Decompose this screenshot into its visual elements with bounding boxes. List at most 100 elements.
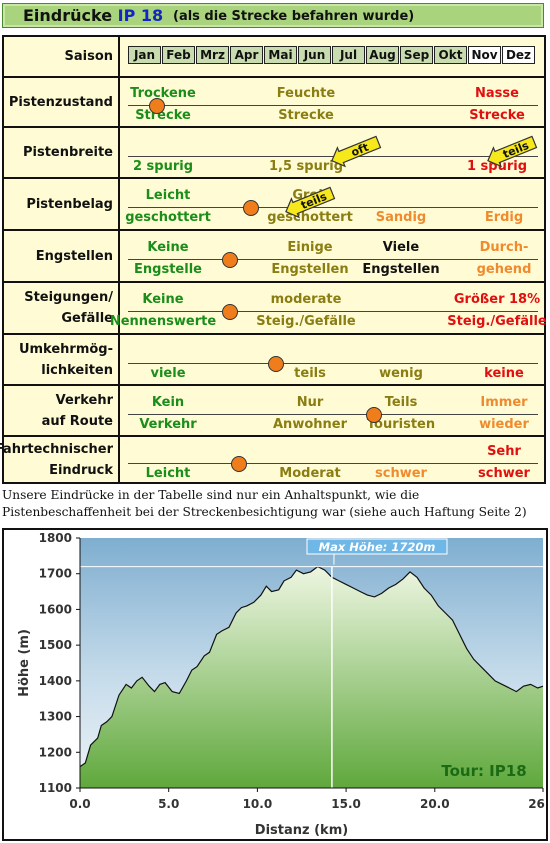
rating-row-2: Pistenbreite 2 spurig 1,5 spurig 1 spurig of… (4, 126, 544, 177)
header-title: Eindrücke IP 18 (23, 6, 164, 25)
elevation-area (80, 566, 543, 788)
scale-top-label: Kein (151, 395, 185, 410)
scale-bottom-label: schwer (375, 466, 427, 481)
scale-bottom-label: Moderat (279, 466, 341, 481)
tour-label: Tour: IP18 (441, 762, 526, 780)
scale-bottom-label: gehend (476, 262, 532, 277)
scale-line (128, 363, 538, 364)
scale-top-label: Leicht (145, 188, 191, 203)
scale-top-label: Teils (384, 395, 418, 410)
row-label-line2: Eindruck (49, 462, 113, 478)
scale-bottom-label: Nennenswerte (109, 314, 217, 329)
scale-bottom-label: Erdig (484, 210, 524, 225)
scale-top-label: Größer 18% (453, 292, 541, 307)
rating-row-7: Verkehr auf Route Kein Verkehr Nur Anwohner Te… (4, 384, 544, 435)
scale-line (128, 207, 538, 208)
rating-dot (242, 200, 259, 216)
month-sep: Sep (400, 46, 433, 64)
month-jan: Jan (128, 46, 161, 64)
rating-row-8: Fahrtechnischer Eindruck Leicht Moderat schw… (0, 435, 544, 482)
scale-top-label: Keine (147, 240, 189, 255)
rating-dot (222, 252, 239, 268)
scale-line (128, 463, 538, 464)
x-tick-label: 0.0 (69, 797, 90, 811)
x-tick-label: 15.0 (331, 797, 361, 811)
elevation-line (79, 565, 544, 768)
y-tick-label: 1100 (39, 781, 72, 795)
month-feb: Feb (162, 46, 195, 64)
scale-bottom-label: geschottert (125, 210, 211, 225)
season-row: Saison Jan Feb Mrz Apr Mai Jun Jul Aug Sep Okt Nov… (4, 37, 544, 76)
elevation-chart: Max Höhe: 1720m Tour: IP18 1100 1200 1300 140… (2, 528, 548, 841)
month-aug: Aug (366, 46, 399, 64)
row-label-line1: Verkehr (55, 392, 113, 408)
row-label: Pistenbreite (4, 128, 120, 177)
month-dez: Dez (502, 46, 535, 64)
scale-top-label: Viele (382, 240, 420, 255)
impressions-table: Saison Jan Feb Mrz Apr Mai Jun Jul Aug Sep Okt Nov… (0, 35, 547, 484)
tag-label: teils (299, 190, 329, 212)
y-tick-label: 1500 (39, 638, 72, 652)
rating-dot (230, 456, 247, 472)
scale-bottom-label: Engstellen (271, 262, 349, 277)
elevation-chart-svg: Max Höhe: 1720m Tour: IP18 1100 1200 1300 140… (17, 531, 546, 838)
scale-bottom-label: Verkehr (139, 417, 197, 432)
max-label-box (306, 538, 448, 555)
y-tick-label: 1200 (39, 745, 72, 759)
row-label-line1: Pistenbreite (22, 145, 113, 160)
scale-top-label: Keine (142, 292, 184, 307)
max-label: Max Höhe: 1720m (319, 540, 436, 554)
month-jun: Jun (298, 46, 331, 64)
rating-dot (365, 407, 382, 423)
row-label-line1: Umkehrmög- (18, 341, 113, 357)
scale-top-label: moderate (270, 292, 342, 307)
y-tick-label: 1300 (39, 710, 72, 724)
scale-bottom-label: viele (150, 366, 186, 381)
row-label-line1: Pistenbelag (26, 196, 113, 212)
tag-arrow: oft (331, 135, 382, 168)
season-label: Saison (4, 37, 120, 76)
y-axis-label: Höhe (m) (17, 629, 32, 697)
scale-bottom-label: schwer (478, 466, 530, 481)
row-label: Pistenbelag (4, 179, 120, 229)
rating-row-1: Pistenzustand Trockene Strecke Feuchte Strec… (4, 76, 544, 126)
y-tick-label: 1600 (39, 602, 72, 616)
month-jul: Jul (332, 46, 365, 64)
row-label: Pistenzustand (4, 78, 120, 126)
scale-top-label: Durch- (479, 240, 529, 255)
x-axis-label: Distanz (km) (255, 823, 348, 838)
x-tick-label: 20.0 (420, 797, 450, 811)
rating-row-5: Steigungen/Gefälle Keine Nennenswerte moder… (4, 281, 547, 333)
scale-bottom-label: Leicht (145, 466, 191, 481)
scale-line (128, 105, 538, 106)
scale-top-label: Immer (480, 395, 528, 410)
month-nov: Nov (468, 46, 501, 64)
rating-row-3: PistenbelagLeichtgeschottertGrobgeschott… (4, 177, 544, 229)
scale-bottom-label: Steig./Gefälle (256, 314, 356, 329)
row-label-line2: auf Route (41, 413, 113, 429)
tag-arrow: teils (285, 186, 336, 219)
x-tick-label: 26.1 (528, 797, 546, 811)
row-label: Umkehrmög-lichkeiten (4, 335, 120, 384)
header-subtitle: (als die Strecke befahren wurde) (173, 9, 415, 24)
rating-dot (148, 98, 165, 114)
month-apr: Apr (230, 46, 263, 64)
rating-row-6: Umkehrmög-lichkeiten viele teils wenig keine (4, 333, 544, 384)
row-label-line1: Steigungen/ (24, 290, 113, 305)
tag-label: oft (349, 141, 370, 160)
y-tick-label: 1700 (39, 567, 72, 581)
scale-bottom-label: Engstellen (362, 262, 440, 277)
scale-line (128, 156, 538, 157)
scale-top-label: Trockene (130, 86, 196, 101)
scale-bottom-label: geschottert (267, 210, 353, 225)
scale-bottom-label: Strecke (469, 108, 525, 123)
y-tick-label: 1400 (39, 674, 72, 688)
scale-bottom-label: 1 spurig (466, 159, 528, 174)
month-mrz: Mrz (196, 46, 229, 64)
scale-top-label: Feuchte (276, 86, 336, 101)
scale-line (128, 414, 538, 415)
scale-bottom-label: Steig./Gefälle (447, 314, 547, 329)
y-tick-label: 1800 (39, 531, 72, 545)
scale-bottom-label: 1,5 spurig (268, 159, 344, 174)
note-text: Unsere Eindrücke in der Tabelle sind nur… (2, 488, 527, 519)
